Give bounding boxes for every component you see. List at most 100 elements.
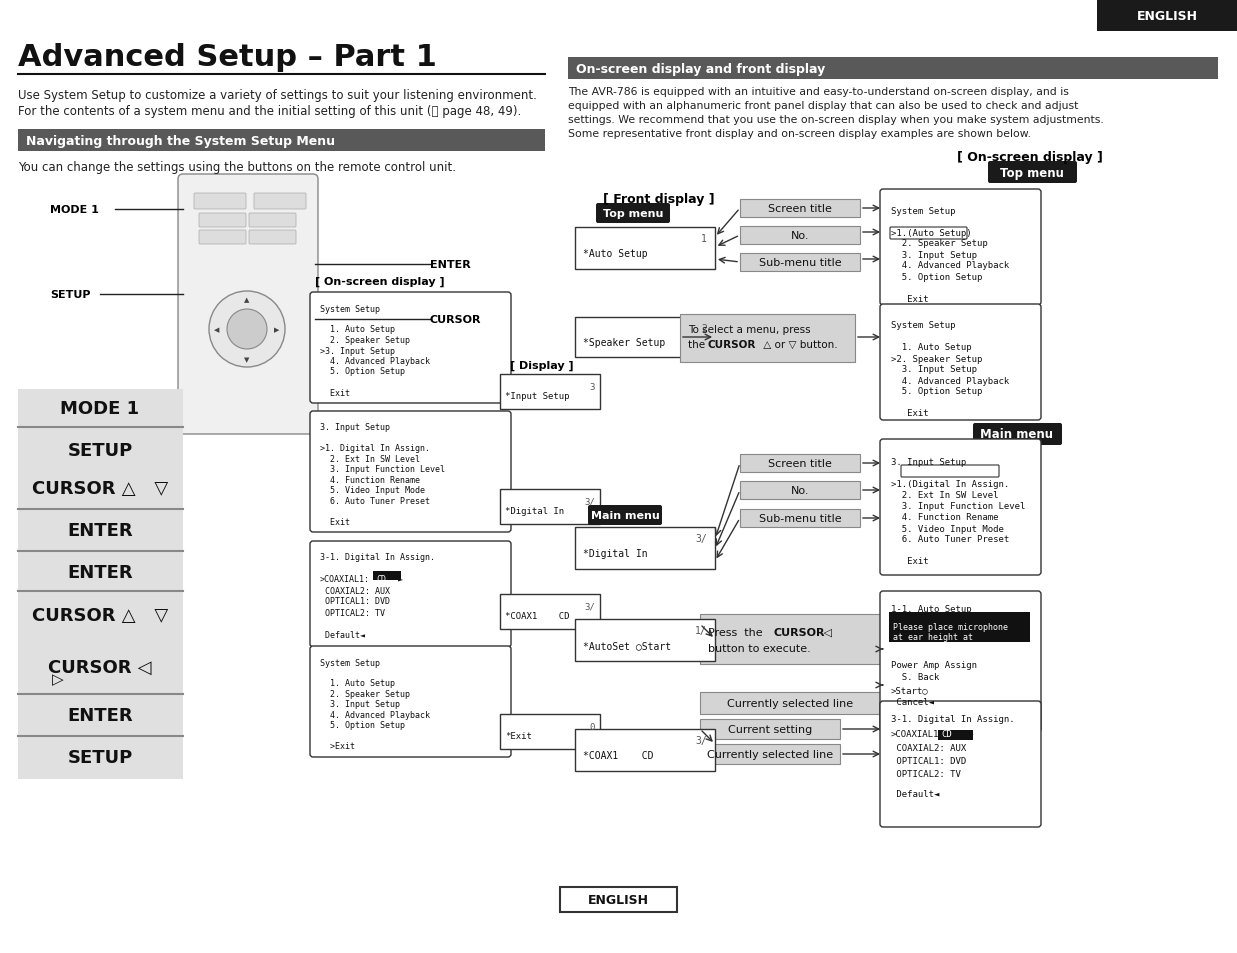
Text: ENTER: ENTER — [430, 260, 471, 270]
Text: 5. Option Setup: 5. Option Setup — [891, 387, 982, 396]
Text: Please place microphone: Please place microphone — [893, 622, 1008, 631]
FancyBboxPatch shape — [740, 455, 860, 473]
Text: COAXIAL2: AUX: COAXIAL2: AUX — [320, 586, 390, 595]
FancyBboxPatch shape — [374, 572, 401, 580]
FancyBboxPatch shape — [880, 305, 1042, 420]
FancyBboxPatch shape — [880, 190, 1042, 306]
Text: Cancel◄: Cancel◄ — [891, 698, 934, 707]
FancyBboxPatch shape — [680, 314, 855, 363]
FancyBboxPatch shape — [575, 619, 715, 661]
Text: >COAXIAL1:: >COAXIAL1: — [320, 575, 370, 584]
Text: >COAXIAL1:: >COAXIAL1: — [891, 730, 945, 739]
Text: OPTICAL1: DVD: OPTICAL1: DVD — [320, 597, 390, 606]
FancyBboxPatch shape — [500, 490, 600, 524]
Text: Power Amp Assign: Power Amp Assign — [891, 659, 977, 669]
FancyBboxPatch shape — [310, 646, 511, 758]
Text: ▼: ▼ — [245, 356, 250, 363]
Text: S. Back: S. Back — [891, 672, 939, 680]
FancyBboxPatch shape — [310, 293, 511, 403]
Text: 5. Option Setup: 5. Option Setup — [891, 273, 982, 281]
Text: Default◄: Default◄ — [320, 630, 365, 639]
Text: OPTICAL2: TV: OPTICAL2: TV — [891, 770, 961, 779]
Text: 3/: 3/ — [584, 602, 595, 612]
Text: 3-1. Digital In Assign.: 3-1. Digital In Assign. — [320, 553, 435, 562]
Text: 6. Auto Tuner Preset: 6. Auto Tuner Preset — [320, 497, 430, 505]
Text: Currently selected line: Currently selected line — [706, 749, 833, 760]
Text: Main menu: Main menu — [981, 428, 1054, 441]
Text: *AutoSet ○Start: *AutoSet ○Start — [583, 640, 672, 650]
Text: ►: ► — [398, 575, 403, 584]
FancyBboxPatch shape — [740, 481, 860, 499]
Text: CURSOR △   ▽: CURSOR △ ▽ — [32, 479, 168, 497]
Text: Screen title: Screen title — [768, 458, 833, 469]
Text: Top menu: Top menu — [602, 209, 663, 219]
Text: Currently selected line: Currently selected line — [727, 699, 854, 708]
Text: Exit: Exit — [320, 517, 350, 526]
Text: OPTICAL2: TV: OPTICAL2: TV — [320, 608, 385, 617]
Text: COAXIAL2: AUX: COAXIAL2: AUX — [891, 743, 966, 753]
Text: 1. Auto Setup: 1. Auto Setup — [891, 343, 971, 352]
Text: ▲: ▲ — [245, 296, 250, 303]
Text: [ On-screen display ]: [ On-screen display ] — [957, 152, 1103, 164]
Text: You can change the settings using the buttons on the remote control unit.: You can change the settings using the bu… — [19, 161, 456, 174]
FancyBboxPatch shape — [889, 613, 1030, 642]
Text: System Setup: System Setup — [891, 321, 955, 330]
Text: *Digital In: *Digital In — [583, 548, 648, 558]
Text: 3. Input Setup: 3. Input Setup — [891, 458, 966, 467]
Text: 2. Ext In SW Level: 2. Ext In SW Level — [320, 455, 421, 463]
Text: [ Front display ]: [ Front display ] — [602, 193, 715, 206]
FancyBboxPatch shape — [740, 227, 860, 245]
Text: the: the — [688, 339, 709, 350]
Text: System Setup: System Setup — [891, 206, 955, 215]
Text: 5. Option Setup: 5. Option Setup — [320, 367, 404, 376]
Text: MODE 1: MODE 1 — [49, 205, 99, 214]
Text: 1: 1 — [701, 233, 708, 244]
Text: 3/: 3/ — [584, 497, 595, 506]
Text: ◁: ◁ — [820, 627, 833, 638]
Text: 3. Input Setup: 3. Input Setup — [891, 365, 977, 375]
FancyBboxPatch shape — [700, 692, 880, 714]
Text: ►: ► — [962, 730, 974, 739]
Text: 4. Function Rename: 4. Function Rename — [891, 513, 998, 522]
Text: Default◄: Default◄ — [891, 790, 939, 799]
Text: 4. Function Rename: 4. Function Rename — [320, 476, 421, 484]
Text: Exit: Exit — [891, 409, 929, 418]
Text: 4. Advanced Playback: 4. Advanced Playback — [891, 376, 1009, 385]
Text: Main menu: Main menu — [590, 511, 659, 520]
FancyBboxPatch shape — [575, 228, 715, 270]
Text: ENGLISH: ENGLISH — [588, 893, 649, 906]
Text: 5. Video Input Mode: 5. Video Input Mode — [320, 486, 426, 495]
Text: CURSOR: CURSOR — [774, 627, 825, 638]
Text: settings. We recommend that you use the on-screen display when you make system a: settings. We recommend that you use the … — [568, 115, 1103, 125]
Text: 2. Speaker Setup: 2. Speaker Setup — [320, 689, 409, 699]
Text: No.: No. — [790, 231, 809, 241]
FancyBboxPatch shape — [500, 595, 600, 629]
Text: >Start○: >Start○ — [891, 686, 929, 695]
Text: Top menu: Top menu — [999, 167, 1064, 179]
Text: SETUP: SETUP — [49, 290, 90, 299]
FancyBboxPatch shape — [500, 375, 600, 410]
Text: CURSOR △   ▽: CURSOR △ ▽ — [32, 606, 168, 624]
Text: ▶: ▶ — [275, 327, 280, 333]
Text: Exit: Exit — [891, 557, 929, 566]
Text: main listening position: main listening position — [893, 641, 1008, 651]
Text: ENTER: ENTER — [67, 563, 132, 581]
Text: 3-1. Digital In Assign.: 3-1. Digital In Assign. — [891, 715, 1014, 723]
Text: 3/: 3/ — [695, 534, 708, 543]
FancyBboxPatch shape — [1097, 0, 1237, 32]
FancyBboxPatch shape — [249, 231, 296, 245]
Text: No.: No. — [790, 485, 809, 496]
FancyBboxPatch shape — [500, 714, 600, 749]
Text: 4. Advanced Playback: 4. Advanced Playback — [891, 261, 1009, 271]
Text: >1.(Auto Setup): >1.(Auto Setup) — [891, 229, 971, 237]
Text: 2: 2 — [701, 324, 708, 334]
FancyBboxPatch shape — [575, 317, 715, 357]
Text: *COAX1    CD: *COAX1 CD — [505, 612, 569, 620]
Text: >Exit: >Exit — [320, 741, 355, 751]
FancyBboxPatch shape — [988, 162, 1077, 184]
Text: To select a menu, press: To select a menu, press — [688, 325, 810, 335]
Text: ENTER: ENTER — [67, 706, 132, 724]
Text: 3. Input Setup: 3. Input Setup — [320, 423, 390, 432]
Text: 3. Input Function Level: 3. Input Function Level — [891, 502, 1025, 511]
Text: [ On-screen display ]: [ On-screen display ] — [315, 276, 444, 287]
